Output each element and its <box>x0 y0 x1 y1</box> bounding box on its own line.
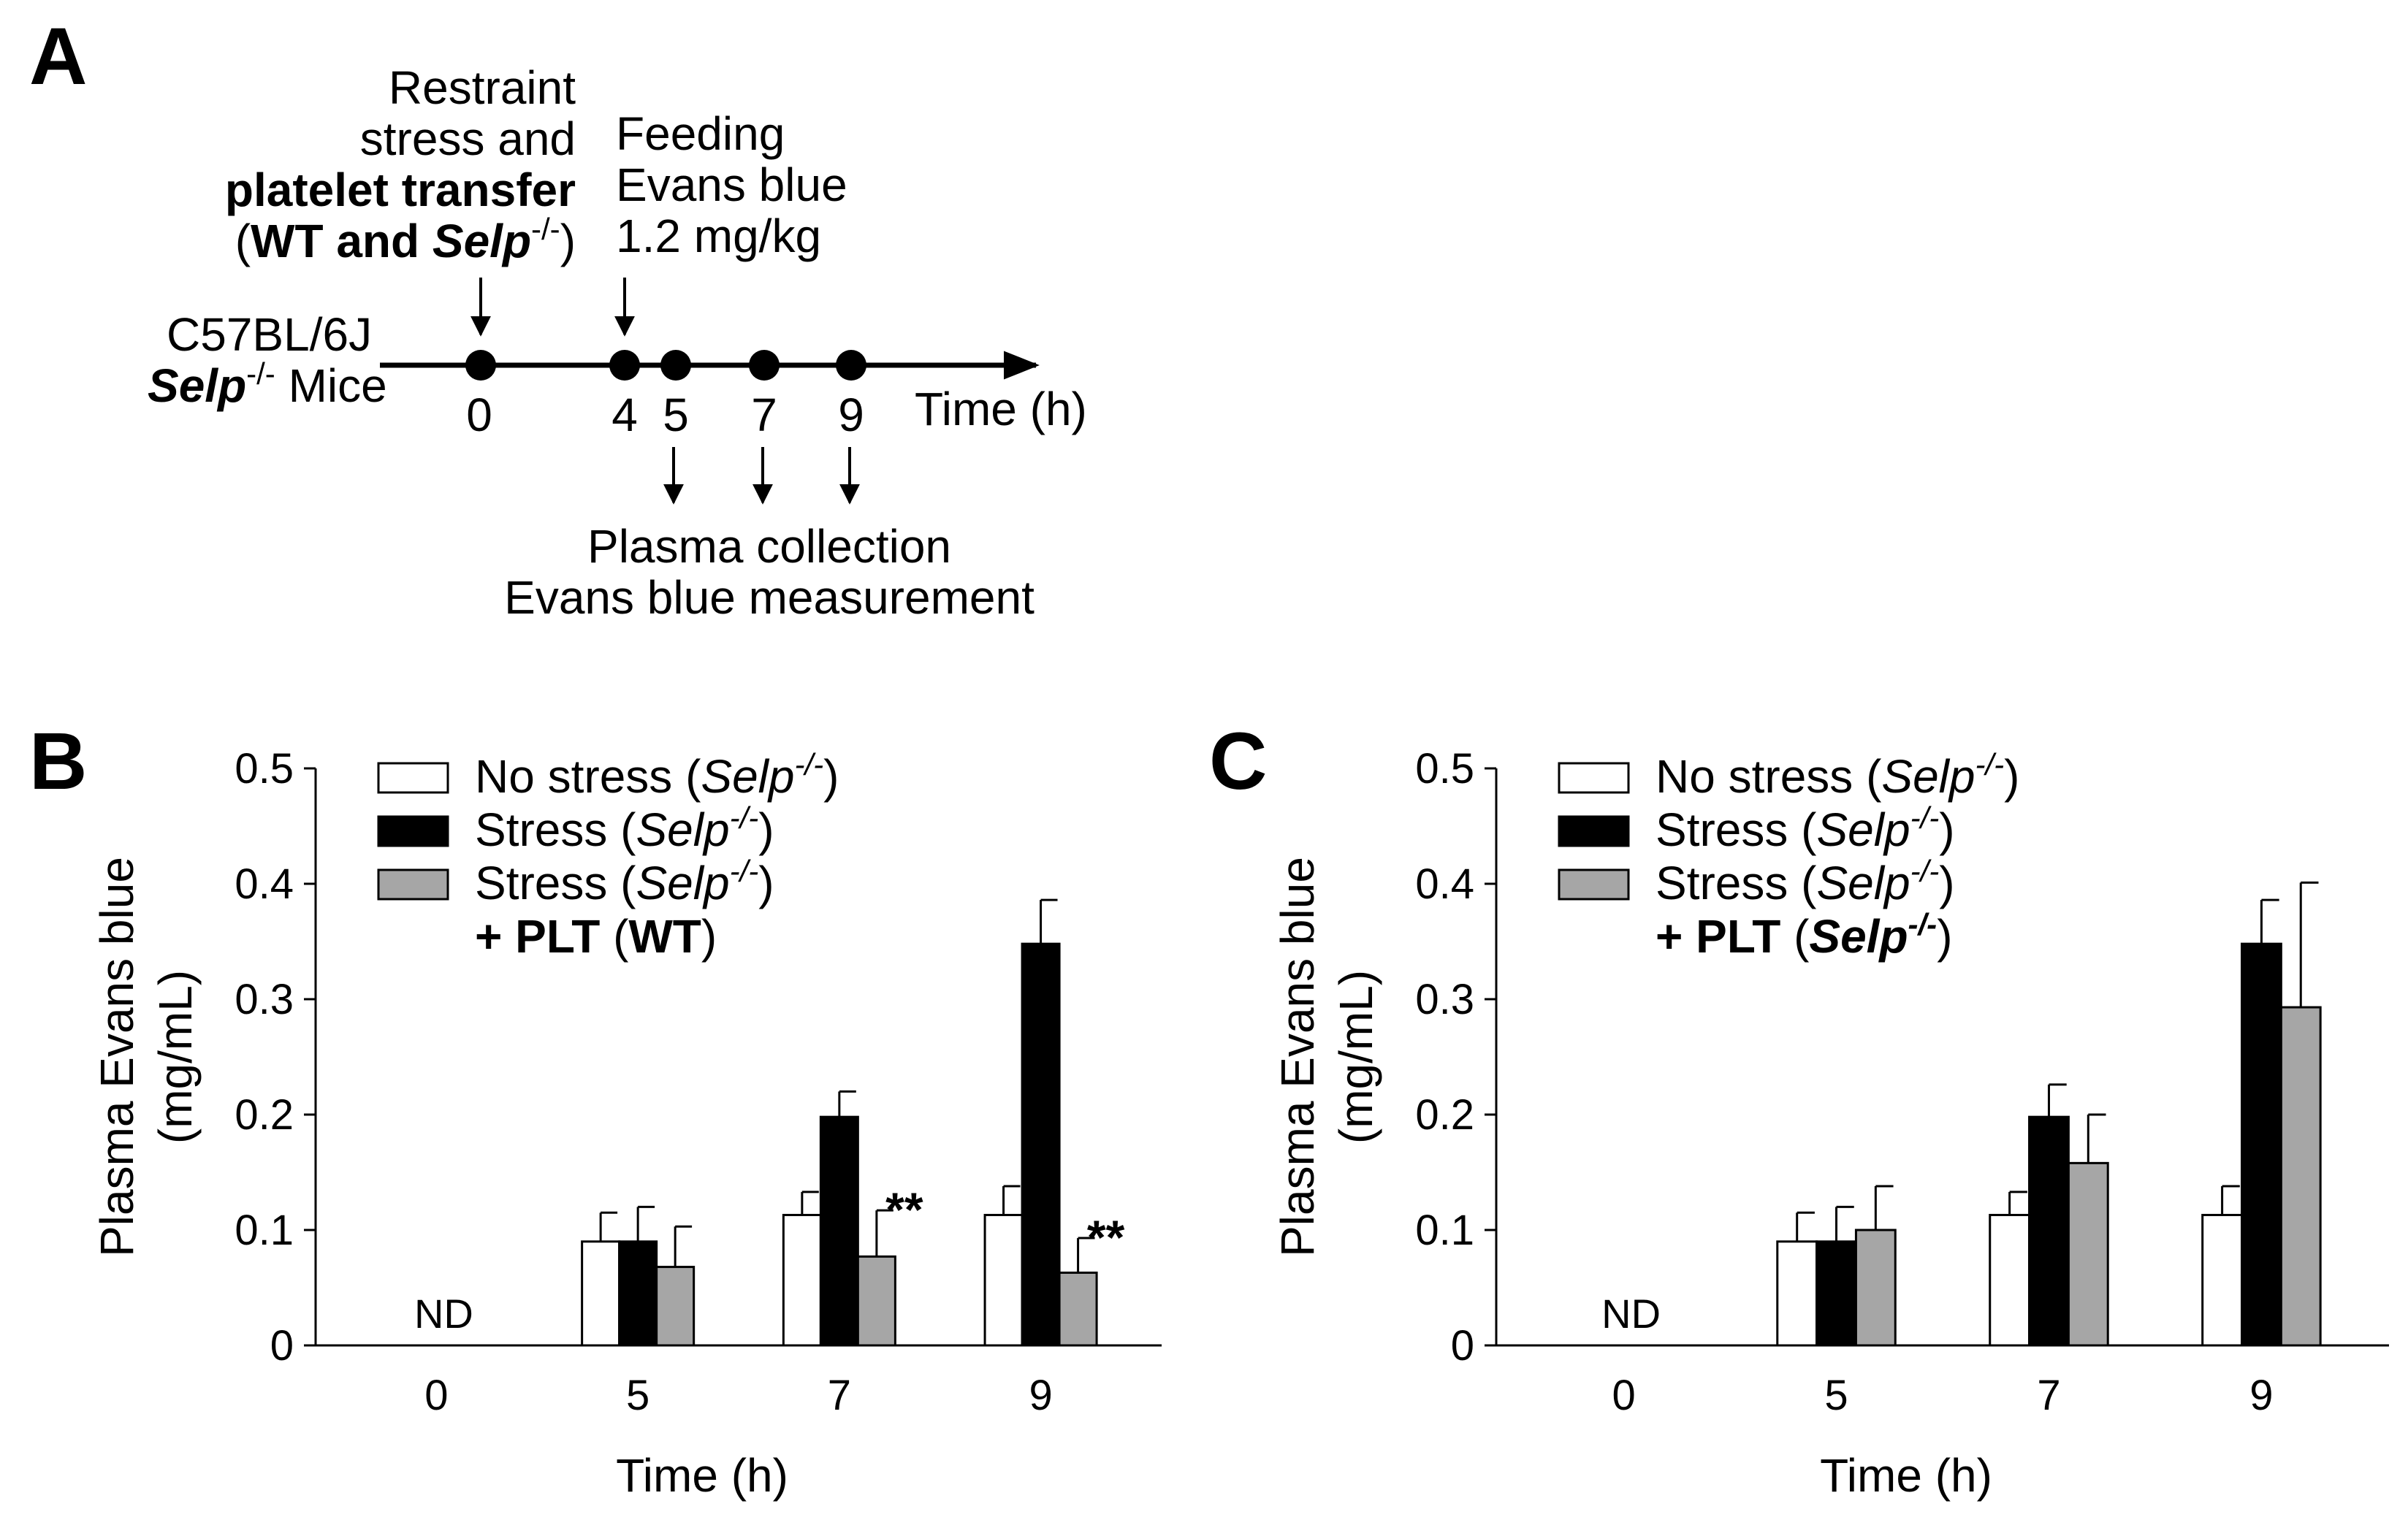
timepoint-dot-7 <box>749 350 780 381</box>
significance-marker: ** <box>1087 1210 1125 1264</box>
x-tick-label: 0 <box>424 1372 448 1419</box>
collection-line2: Evans blue measurement <box>504 571 1035 624</box>
timeline-tick-label: 4 <box>611 389 638 441</box>
bar <box>782 1213 822 1347</box>
bar <box>819 1115 859 1347</box>
y-tick-label: 0.1 <box>1415 1207 1474 1254</box>
x-axis-label: Time (h) <box>616 1449 788 1502</box>
x-tick-label: 0 <box>1612 1372 1635 1419</box>
bar <box>618 1240 658 1347</box>
y-tick-label: 0.5 <box>1415 745 1474 792</box>
legend-entry: Stress (Selp-/-) <box>1656 854 1955 909</box>
timepoint-dot-4 <box>609 350 640 381</box>
bar <box>1854 1229 1897 1347</box>
event-4-text: Feeding Evans blue 1.2 mg/kg <box>616 107 847 262</box>
timepoint-dot-5 <box>660 350 691 381</box>
bar <box>1021 942 1061 1347</box>
x-tick-label: 7 <box>2037 1372 2060 1419</box>
significance-marker: ** <box>885 1183 923 1237</box>
timepoint-dot-9 <box>836 350 866 381</box>
event-0-line2: stress and <box>360 112 576 165</box>
timeline-tick-label: 0 <box>466 389 492 441</box>
legend-entry: No stress (Selp-/-) <box>475 747 839 803</box>
y-tick-label: 0.1 <box>235 1207 294 1254</box>
nd-label: ND <box>1601 1291 1661 1337</box>
bar <box>1815 1240 1857 1347</box>
nd-label: ND <box>414 1291 473 1337</box>
bar <box>655 1266 696 1347</box>
legend-entry-line2: + PLT (WT) <box>475 910 717 963</box>
x-tick-label: 5 <box>626 1372 649 1419</box>
y-axis-label: Plasma Evans blue <box>1271 857 1324 1257</box>
bar <box>856 1255 896 1347</box>
legend-swatch <box>1558 815 1630 847</box>
collection-text: Plasma collection Evans blue measurement <box>504 520 1035 624</box>
panel-letter-c: C <box>1209 717 1267 806</box>
bar <box>2028 1115 2070 1347</box>
event-4-line2: Evans blue <box>616 158 847 211</box>
panel-letter-a: A <box>29 12 87 102</box>
bar-chart-b: 0 0.1 0.2 0.3 0.4 0.5 0 5 7 9 Time (h) Plasma Evans… <box>91 745 1162 1502</box>
legend-entry: Stress (Selp-/-) <box>1656 801 1955 856</box>
y-tick-label: 0.2 <box>1415 1091 1474 1139</box>
legend-entry: Stress (Selp-/-) <box>475 801 774 856</box>
event-4-line3: 1.2 mg/kg <box>616 210 821 262</box>
bar <box>983 1213 1024 1347</box>
y-tick-label: 0.2 <box>235 1091 294 1139</box>
bar <box>2241 942 2282 1347</box>
bar <box>2279 1006 2322 1347</box>
y-tick-label: 0.5 <box>235 745 294 792</box>
collection-line1: Plasma collection <box>587 520 951 573</box>
y-axis-label: Plasma Evans blue <box>91 857 143 1257</box>
y-tick-label: 0 <box>1451 1322 1474 1370</box>
y-tick-label: 0.3 <box>235 976 294 1023</box>
panel-a: A Restraint stress and platelet transfer… <box>29 12 1087 624</box>
bar <box>581 1240 621 1347</box>
timeline-tick-label: 7 <box>751 389 777 441</box>
y-axis-label-units: (mg/mL) <box>149 970 202 1144</box>
mice-line1: C57BL/6J <box>167 308 372 361</box>
bar <box>1989 1213 2031 1347</box>
mice-label: C57BL/6J Selp-/- Mice <box>148 308 387 412</box>
bar <box>1776 1240 1818 1347</box>
event-0-line3: platelet transfer <box>225 164 576 216</box>
x-axis-label: Time (h) <box>1820 1449 1992 1502</box>
bar <box>2067 1161 2109 1347</box>
y-tick-label: 0 <box>270 1322 294 1370</box>
timeline-axis-label: Time (h) <box>915 383 1087 435</box>
timeline-tick-label: 9 <box>838 389 864 441</box>
event-4-line1: Feeding <box>616 107 785 160</box>
timeline-tick-label: 5 <box>663 389 689 441</box>
panel-letter-b: B <box>29 717 87 806</box>
legend-swatch <box>1558 868 1630 901</box>
legend-swatch <box>377 815 449 847</box>
legend-swatch <box>377 762 449 794</box>
y-tick-label: 0.4 <box>1415 860 1474 908</box>
y-tick-label: 0.4 <box>235 860 294 908</box>
legend-entry-line2: + PLT (Selp-/-) <box>1656 907 1953 963</box>
x-tick-label: 9 <box>2249 1372 2273 1419</box>
bar <box>2201 1213 2244 1347</box>
event-0-text: Restraint stress and platelet transfer (… <box>225 61 576 267</box>
mice-line2: Selp-/- Mice <box>148 356 387 412</box>
y-tick-label: 0.3 <box>1415 976 1474 1023</box>
y-axis-label-units: (mg/mL) <box>1330 970 1382 1144</box>
x-tick-label: 5 <box>1824 1372 1848 1419</box>
timepoint-dot-0 <box>465 350 496 381</box>
x-tick-label: 9 <box>1029 1372 1052 1419</box>
timeline-tick-labels: 0 4 5 7 9 <box>466 389 864 441</box>
legend-entry: No stress (Selp-/-) <box>1656 747 2019 803</box>
event-0-line4: (WT and Selp-/-) <box>235 212 576 267</box>
event-0-line1: Restraint <box>389 61 576 114</box>
x-tick-label: 7 <box>828 1372 851 1419</box>
legend-entry: Stress (Selp-/-) <box>475 854 774 909</box>
legend-swatch <box>377 868 449 901</box>
legend-swatch <box>1558 762 1630 794</box>
bar-chart-c: 0 0.1 0.2 0.3 0.4 0.5 0 5 7 9 Time (h) Plasma Evans… <box>1271 745 2389 1502</box>
bar <box>1058 1271 1098 1347</box>
